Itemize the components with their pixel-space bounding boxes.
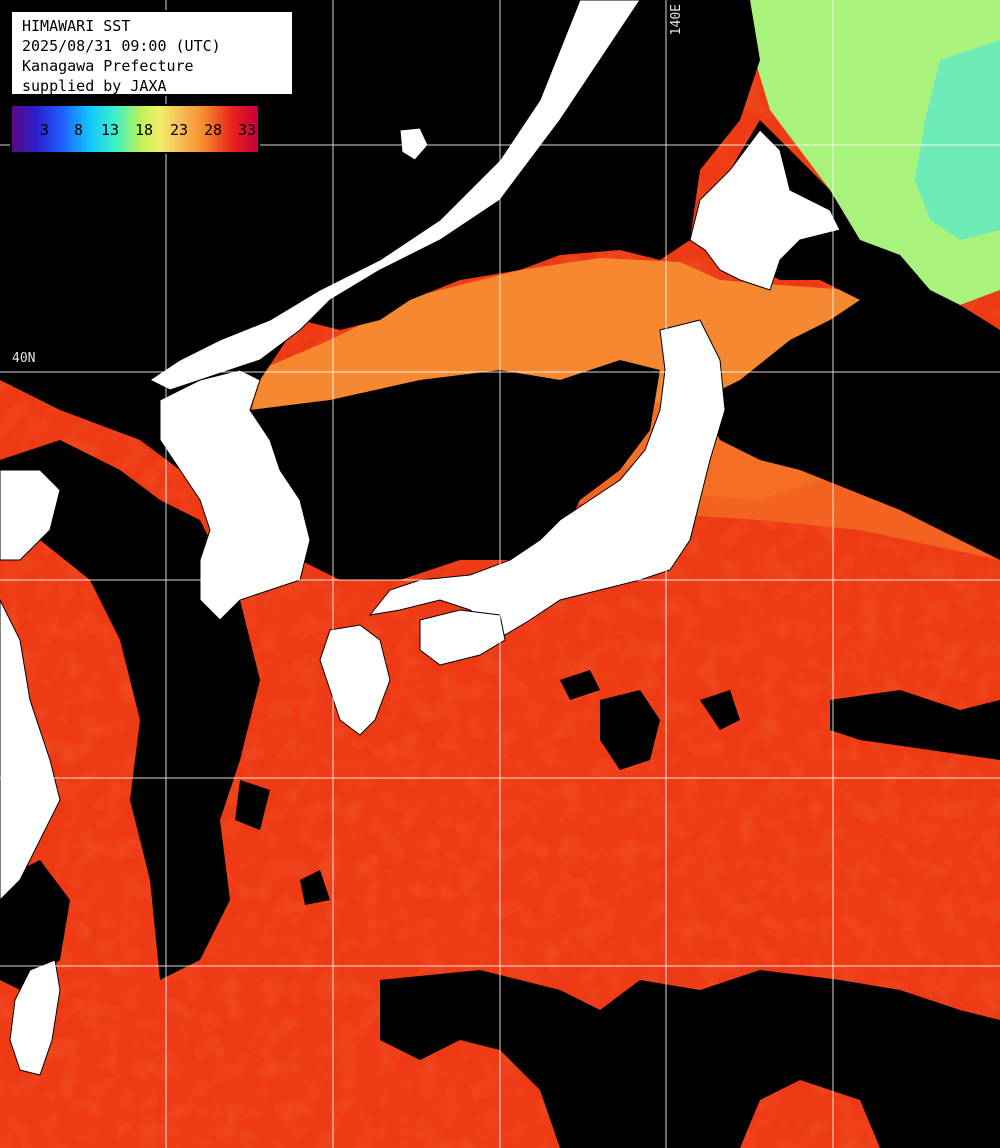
legend-tick: 33	[238, 121, 257, 139]
product-title: HIMAWARI SST	[22, 17, 131, 35]
legend-tick: 28	[204, 121, 223, 139]
legend-tick: 13	[101, 121, 120, 139]
region-label: Kanagawa Prefecture	[22, 57, 194, 75]
latitude-label-40n: 40N	[12, 351, 36, 366]
color-legend: 3 8 13 18 23 28 33	[10, 104, 260, 154]
legend-gradient-bar	[12, 106, 258, 152]
taiwan-land	[9, 959, 61, 1076]
sado-island	[399, 127, 429, 161]
longitude-label-140e: 140E	[669, 4, 684, 36]
honshu-land	[368, 319, 726, 636]
china-coast	[0, 469, 61, 561]
latitude-label-30n: 30N	[16, 759, 40, 774]
korea-land	[159, 369, 311, 621]
kyushu-land	[319, 624, 391, 736]
sea-cool-teal	[915, 40, 1000, 240]
info-box: HIMAWARI SST 2025/08/31 09:00 (UTC) Kana…	[10, 10, 294, 96]
timestamp: 2025/08/31 09:00 (UTC)	[22, 37, 221, 55]
legend-tick: 23	[170, 121, 189, 139]
hokkaido-land	[689, 129, 841, 291]
legend-tick: 18	[135, 121, 154, 139]
shikoku-land	[419, 609, 506, 666]
credit-label: supplied by JAXA	[22, 77, 167, 95]
land-masses	[0, 0, 841, 1076]
russia-land	[149, 0, 641, 391]
china-coast-2	[0, 599, 61, 901]
legend-tick-labels: 3 8 13 18 23 28 33	[12, 120, 258, 140]
legend-tick: 8	[74, 121, 84, 139]
legend-tick: 3	[40, 121, 50, 139]
